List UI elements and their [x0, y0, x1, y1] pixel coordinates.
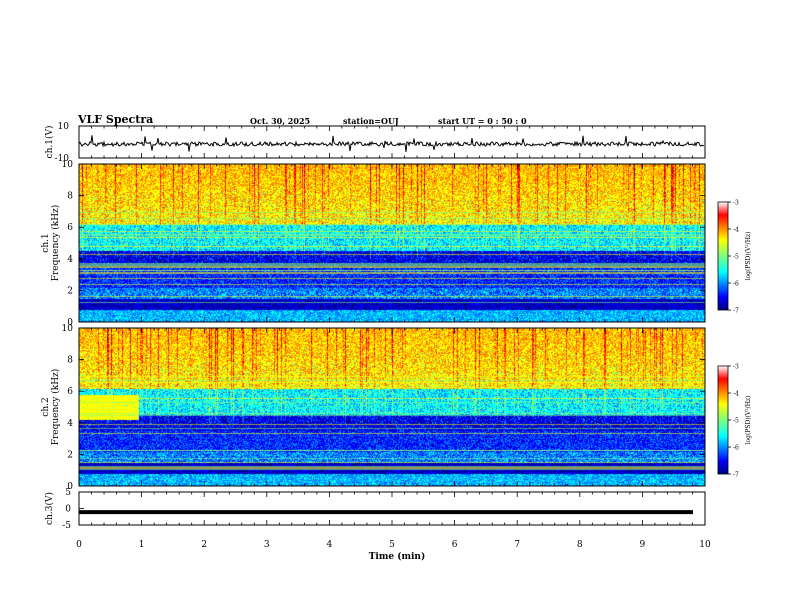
ch1-colorbar-label: log(PSD)(V²/Hz) — [745, 232, 752, 281]
ch1-ytick: 10 — [62, 160, 74, 170]
ch2-ylabel: Frequency (kHz) — [50, 369, 61, 446]
x-tick-label: 8 — [577, 540, 583, 550]
ch2-colorbar-label: log(PSD)(V²/Hz) — [745, 396, 752, 445]
date-label: Oct. 30, 2025 — [250, 116, 311, 126]
ch1-ylabel: ch.1(V) — [44, 126, 55, 159]
ch3-ylabel: ch.3(V) — [44, 492, 55, 525]
ch3-ytick: 0 — [65, 505, 71, 515]
ch1-ylabel: Frequency (kHz) — [50, 205, 61, 282]
ch1-ytick: 10 — [58, 122, 70, 132]
ch1-ytick: 2 — [67, 286, 73, 296]
ch1-ytick: -10 — [55, 154, 70, 164]
x-tick-label: 0 — [76, 540, 82, 550]
x-tick-label: 9 — [640, 540, 646, 550]
ch2-ytick: 4 — [67, 419, 73, 429]
ch1-colorbar — [717, 201, 729, 311]
x-tick-label: 3 — [264, 540, 270, 550]
ch1-ytick: 6 — [67, 223, 73, 233]
ch2-colorbar-tick: -7 — [733, 472, 739, 479]
ch1-colorbar-tick: -5 — [733, 254, 739, 261]
x-tick-label: 5 — [389, 540, 395, 550]
ch2-colorbar — [717, 365, 729, 475]
spectrogram-layer — [79, 164, 705, 486]
x-tick-label: 6 — [452, 540, 458, 550]
x-tick-label: 1 — [139, 540, 145, 550]
ch1-colorbar-tick: -4 — [733, 227, 739, 234]
ch2-colorbar-tick: -3 — [733, 364, 739, 371]
ch2-ytick: 2 — [67, 450, 73, 460]
x-axis-label: Time (min) — [369, 551, 426, 562]
spectrogram-image-ch1 — [79, 164, 705, 322]
ch2-ytick: 10 — [62, 324, 74, 334]
ch1-waveform-trace — [78, 135, 705, 152]
ch2-colorbar-tick: -6 — [733, 445, 739, 452]
start-prefix: start UT = — [438, 116, 485, 126]
ch1-ytick: 4 — [67, 255, 73, 265]
ch2-colorbar-tick: -4 — [733, 391, 739, 398]
ch3-ytick: -5 — [62, 521, 71, 531]
x-tick-label: 7 — [514, 540, 520, 550]
ch1-channel-label: ch.1 — [41, 233, 51, 252]
ch1-colorbar-tick: -6 — [733, 281, 739, 288]
ch2-channel-label: ch.2 — [41, 397, 51, 416]
station-code: OUJ — [380, 116, 399, 126]
chart-title: VLF Spectra — [78, 113, 154, 126]
ch2-colorbar-tick: -5 — [733, 418, 739, 425]
x-tick-label: 4 — [327, 540, 333, 550]
spectrogram-image-ch2 — [79, 328, 705, 486]
ch1-ytick: 0 — [67, 318, 73, 328]
ch2-ytick: 0 — [67, 482, 73, 492]
start-time-value: 0 : 50 : 0 — [487, 116, 527, 126]
ch2-ytick: 8 — [67, 356, 73, 366]
ch2-ytick: 6 — [67, 387, 73, 397]
ch3-ytick: 5 — [65, 488, 71, 498]
ch1-colorbar-tick: -3 — [733, 200, 739, 207]
station-label: station=OUJ — [343, 116, 399, 126]
x-tick-label: 10 — [699, 540, 711, 550]
ch1-ytick: 8 — [67, 192, 73, 202]
ch1-colorbar-tick: -7 — [733, 308, 739, 315]
station-prefix: station= — [343, 116, 381, 126]
x-tick-label: 2 — [201, 540, 207, 550]
start-time-label: start UT = 0 : 50 : 0 — [438, 116, 527, 126]
